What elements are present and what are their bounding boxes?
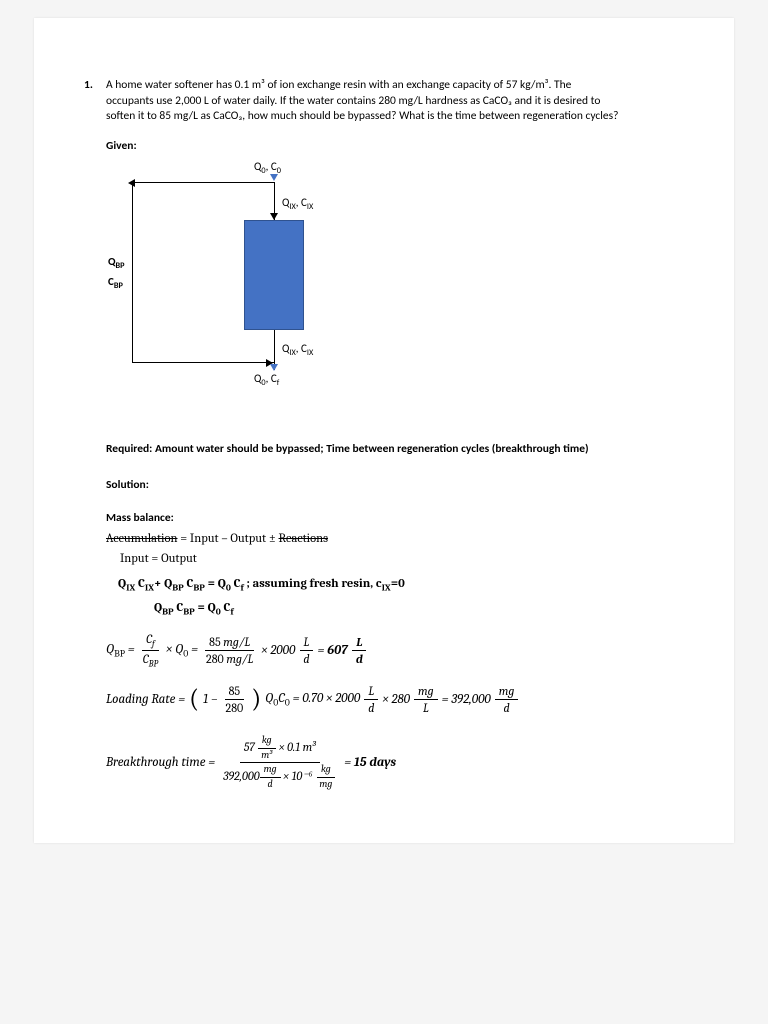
document-page: 1. A home water softener has 0.1 m³ of i…	[34, 18, 734, 843]
strike-accum: Accumulation	[106, 532, 178, 546]
eq-mb1: Accumulation = Input – Output ± Reaction…	[106, 531, 684, 548]
problem-statement: 1. A home water softener has 0.1 m³ of i…	[84, 78, 684, 125]
mass-balance-label: Mass balance:	[106, 511, 684, 527]
problem-text: A home water softener has 0.1 m³ of ion …	[106, 78, 684, 125]
arrow-inlet	[270, 174, 278, 181]
line-bypass	[132, 182, 133, 362]
arrow-into-resin	[270, 213, 278, 220]
flow-diagram: Q0, C0 QIX, CIX QBP CBP QIX, CIX Q0, Cf	[114, 160, 374, 420]
resin-column	[244, 220, 304, 330]
line-top	[134, 182, 274, 183]
eq-mb4: QBP CBP = Q0 Cf	[154, 600, 684, 619]
eq-loading: Loading Rate = ( 1 − 85280 ) Q0C0 = 0.70…	[106, 683, 684, 716]
given-label: Given:	[106, 139, 684, 155]
eq-qbp: QBP = CfCBP × Q0 = 85 mg/L280 mg/L × 200…	[106, 631, 684, 671]
label-qix-top: QIX, CIX	[282, 196, 313, 213]
label-qix-bot: QIX, CIX	[282, 342, 313, 359]
eq-breakthrough: Breakthrough time = 57 kgm³ × 0.1 m³ 392…	[106, 734, 684, 791]
label-qbp: QBP	[108, 255, 125, 272]
eq-mb2: Input = Output	[120, 551, 684, 568]
eq-mb3: QIX CIX+ QBP CBP = Q0 Cf ; assuming fres…	[118, 576, 684, 595]
problem-number: 1.	[84, 78, 106, 125]
eq-mb1-mid: = Input – Output ±	[178, 532, 279, 546]
solution-label: Solution:	[106, 478, 684, 494]
problem-line-2: occupants use 2,000 L of water daily. If…	[106, 94, 600, 108]
problem-line-3: soften it to 85 mg/L as CaCO₃, how much …	[106, 109, 618, 123]
strike-react: Reactions	[279, 532, 329, 546]
required-label: Required: Amount water should be bypasse…	[106, 442, 684, 458]
label-cbp: CBP	[108, 275, 123, 292]
problem-line-1: A home water softener has 0.1 m³ of ion …	[106, 78, 571, 92]
arrow-outlet	[270, 364, 278, 371]
label-q0cf: Q0, Cf	[254, 372, 279, 389]
line-bottom	[132, 362, 274, 363]
